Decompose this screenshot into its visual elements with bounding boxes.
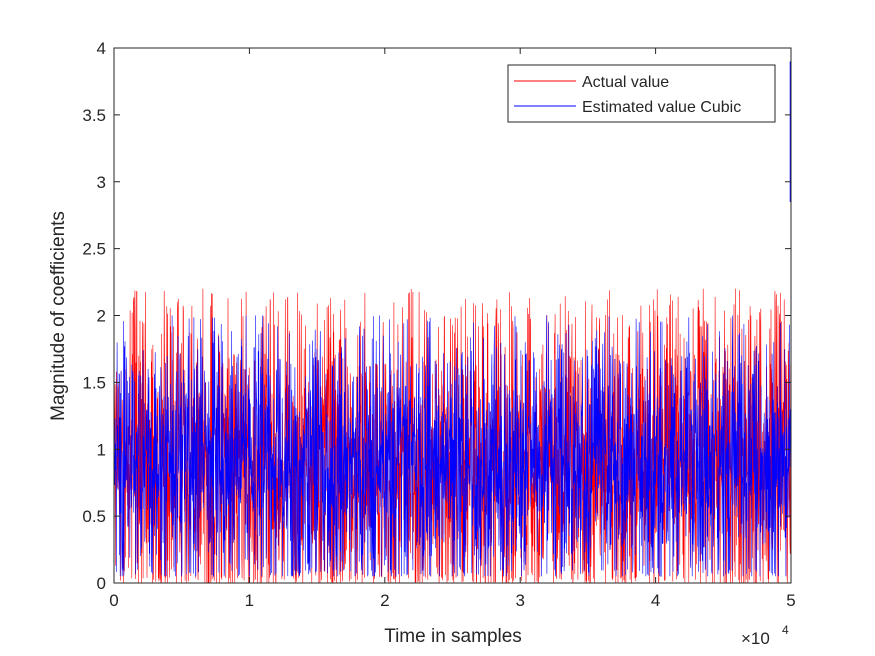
y-axis-label: Magnitude of coefficients [48,211,69,421]
x-tick-label: 4 [651,591,660,610]
x-axis-exponent: ×10 4 [741,623,789,648]
plot-area [113,47,792,584]
y-tick-label: 1 [97,440,106,459]
x-exponent-power: 4 [782,623,789,637]
y-axis-ticks: 0 0.5 1 1.5 2 2.5 3 3.5 4 [82,39,791,593]
series-line-actual-value [113,288,792,584]
x-axis-label: Time in samples [384,626,522,647]
y-tick-label: 2 [97,307,106,326]
series-line-estimated-value-cubic [113,315,792,578]
y-tick-label: 4 [97,39,106,58]
legend-label-actual-value: Actual value [582,74,669,91]
y-tick-label: 3 [97,173,106,192]
x-tick-label: 0 [109,591,118,610]
x-exponent-base: ×10 [741,629,770,648]
x-tick-label: 3 [515,591,524,610]
x-tick-label: 1 [245,591,254,610]
legend: Actual value Estimated value Cubic [507,64,776,123]
series-actual-value [113,288,792,584]
x-tick-label: 5 [786,591,795,610]
y-tick-label: 0.5 [82,507,106,526]
legend-label-estimated-value-cubic: Estimated value Cubic [582,99,741,116]
legend-box [507,64,776,123]
x-tick-label: 2 [380,591,389,610]
y-tick-label: 1.5 [82,373,106,392]
y-tick-label: 0 [97,574,106,593]
y-tick-label: 3.5 [82,106,106,125]
y-tick-label: 2.5 [82,240,106,259]
x-axis-ticks: 0 1 2 3 4 5 [109,48,796,610]
